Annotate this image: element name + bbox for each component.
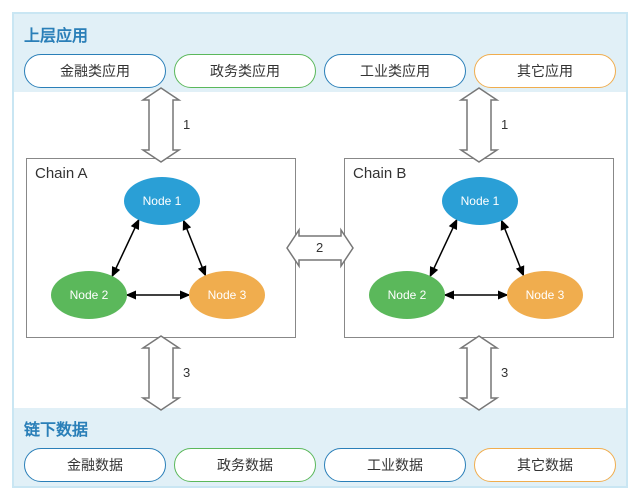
big-arrow-num-1: 1 <box>501 117 508 132</box>
bottom-pill-1: 政务数据 <box>174 448 316 482</box>
big-arrow-2: 3 <box>138 334 184 412</box>
big-arrow-4: 2 <box>285 225 355 271</box>
big-arrow-3: 3 <box>456 334 502 412</box>
chain-label-1: Chain B <box>353 165 406 182</box>
top-panel: 上层应用 金融类应用政务类应用工业类应用其它应用 <box>14 14 626 92</box>
top-pill-2: 工业类应用 <box>324 54 466 88</box>
big-arrow-num-0: 1 <box>183 117 190 132</box>
chain0-n2: Node 2 <box>51 271 127 319</box>
big-arrow-1: 1 <box>456 86 502 164</box>
bottom-panel: 链下数据 金融数据政务数据工业数据其它数据 <box>14 408 626 486</box>
bottom-pill-3: 其它数据 <box>474 448 616 482</box>
chain1-n2: Node 2 <box>369 271 445 319</box>
chain0-n1: Node 1 <box>124 177 200 225</box>
big-arrow-num-4: 2 <box>316 240 323 255</box>
top-panel-title: 上层应用 <box>24 22 616 46</box>
big-arrow-num-2: 3 <box>183 365 190 380</box>
top-pill-3: 其它应用 <box>474 54 616 88</box>
bottom-pill-0: 金融数据 <box>24 448 166 482</box>
top-pill-0: 金融类应用 <box>24 54 166 88</box>
chain-box-1: Chain B Node 1 Node 2 Node 3 <box>344 158 614 338</box>
chain-box-0: Chain A Node 1 Node 2 Node 3 <box>26 158 296 338</box>
top-pill-row: 金融类应用政务类应用工业类应用其它应用 <box>24 54 616 88</box>
bottom-pill-row: 金融数据政务数据工业数据其它数据 <box>24 448 616 482</box>
big-arrow-0: 1 <box>138 86 184 164</box>
chain-label-0: Chain A <box>35 165 88 182</box>
chain1-n1: Node 1 <box>442 177 518 225</box>
bottom-pill-2: 工业数据 <box>324 448 466 482</box>
chain1-n3: Node 3 <box>507 271 583 319</box>
big-arrow-num-3: 3 <box>501 365 508 380</box>
chain0-n3: Node 3 <box>189 271 265 319</box>
bottom-panel-title: 链下数据 <box>24 416 616 440</box>
top-pill-1: 政务类应用 <box>174 54 316 88</box>
